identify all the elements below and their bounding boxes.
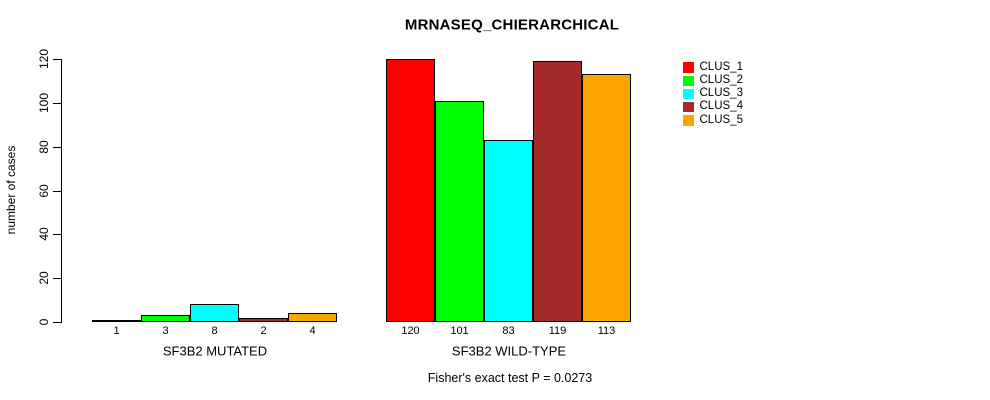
bar-value-label-clus_3-mutated: 8 — [211, 325, 218, 337]
y-tick-0 — [53, 322, 61, 323]
annotation-fisher-test: Fisher's exact test P = 0.0273 — [427, 371, 593, 385]
y-tick-label-20: 20 — [37, 271, 51, 285]
y-tick-120 — [53, 59, 61, 60]
x-group-label-wild-type: SF3B2 WILD-TYPE — [451, 343, 567, 359]
legend-item-clus_4: CLUS_4 — [683, 101, 743, 114]
legend-item-clus_5: CLUS_5 — [683, 114, 743, 127]
legend-label-clus_1: CLUS_1 — [699, 60, 743, 73]
legend-swatch-clus_3 — [683, 88, 694, 100]
bar-clus_4-wild-type — [533, 61, 582, 322]
bar-clus_3-mutated — [190, 304, 239, 322]
legend-label-clus_4: CLUS_4 — [699, 100, 743, 113]
y-tick-label-40: 40 — [37, 227, 51, 241]
bar-value-label-clus_5-mutated: 4 — [309, 325, 316, 337]
legend: CLUS_1 CLUS_2 CLUS_3 CLUS_4 CLUS_5 — [683, 61, 743, 127]
x-group-label-mutated: SF3B2 MUTATED — [162, 343, 268, 359]
y-tick-label-60: 60 — [37, 184, 51, 198]
bar-clus_5-mutated — [288, 313, 337, 322]
y-tick-40 — [53, 234, 61, 235]
y-tick-100 — [53, 103, 61, 104]
bar-clus_2-mutated — [141, 315, 190, 322]
bar-clus_1-mutated — [92, 320, 141, 322]
bar-value-label-clus_3-wild-type: 83 — [502, 325, 515, 337]
legend-label-clus_2: CLUS_2 — [699, 74, 743, 87]
bar-value-label-clus_1-mutated: 1 — [113, 325, 120, 337]
bar-value-label-clus_1-wild-type: 120 — [401, 325, 420, 337]
y-tick-label-120: 120 — [37, 48, 51, 70]
legend-swatch-clus_2 — [683, 75, 694, 87]
y-tick-20 — [53, 278, 61, 279]
legend-label-clus_5: CLUS_5 — [699, 113, 743, 126]
bar-clus_2-wild-type — [435, 101, 484, 322]
bar-value-label-clus_4-mutated: 2 — [260, 325, 267, 337]
bar-clus_5-wild-type — [582, 74, 631, 322]
legend-swatch-clus_4 — [683, 101, 694, 113]
y-tick-60 — [53, 191, 61, 192]
legend-label-clus_3: CLUS_3 — [699, 87, 743, 100]
y-tick-label-0: 0 — [37, 318, 51, 326]
bar-value-label-clus_4-wild-type: 119 — [548, 325, 567, 337]
bar-clus_4-mutated — [239, 318, 288, 322]
bar-clus_3-wild-type — [484, 140, 533, 322]
bar-value-label-clus_2-wild-type: 101 — [450, 325, 469, 337]
y-tick-label-80: 80 — [37, 140, 51, 154]
legend-swatch-clus_5 — [683, 115, 694, 126]
bar-value-label-clus_2-mutated: 3 — [162, 325, 169, 337]
y-axis-title: number of cases — [4, 145, 18, 235]
bar-clus_1-wild-type — [386, 59, 435, 322]
legend-swatch-clus_1 — [683, 62, 694, 73]
chart-title: MRNASEQ_CHIERARCHICAL — [404, 16, 620, 34]
y-tick-80 — [53, 147, 61, 148]
bar-value-label-clus_5-wild-type: 113 — [597, 325, 616, 337]
y-axis-line — [61, 59, 62, 323]
legend-item-clus_3: CLUS_3 — [683, 87, 743, 100]
legend-item-clus_2: CLUS_2 — [683, 74, 743, 87]
y-tick-label-100: 100 — [37, 92, 51, 114]
legend-item-clus_1: CLUS_1 — [683, 61, 743, 74]
